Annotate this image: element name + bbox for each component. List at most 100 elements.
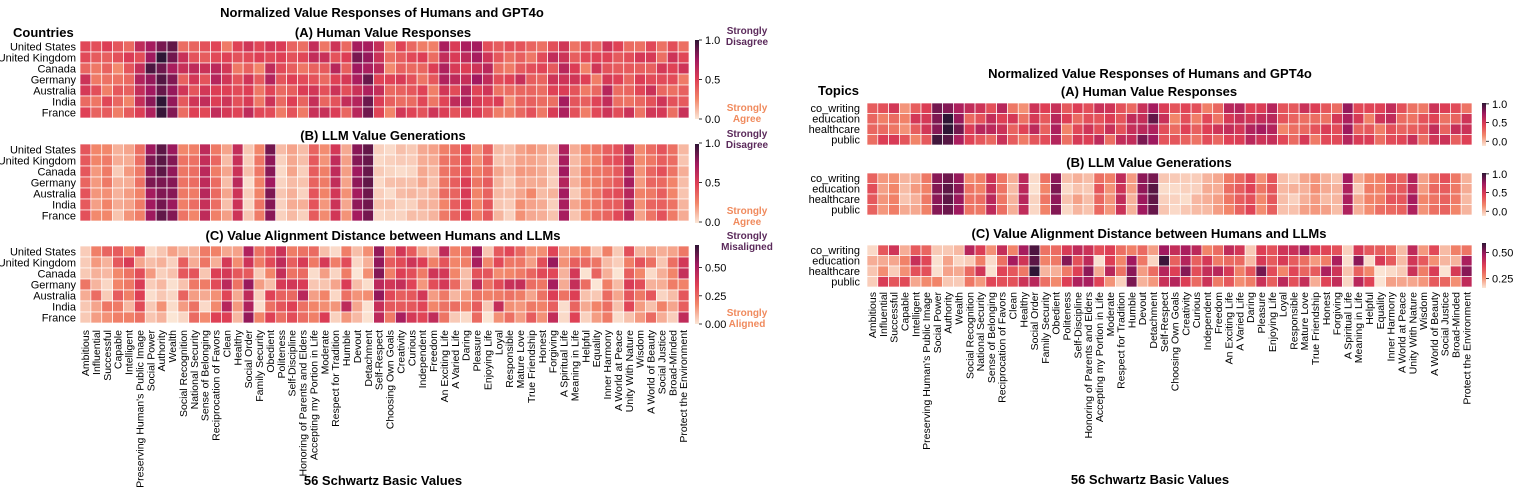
countries-human-cell — [416, 84, 429, 97]
countries-human-cell — [286, 106, 298, 119]
countries-llm-cell — [188, 198, 200, 211]
countries-llm-cell — [449, 209, 461, 222]
topics-llm-cell — [899, 204, 911, 216]
countries-distance-cell — [144, 245, 157, 258]
countries-distance-cell — [503, 256, 516, 269]
countries-llm-cell — [612, 143, 625, 156]
topics-llm-cell — [866, 183, 879, 195]
colorbar-human-countries — [695, 40, 699, 119]
topics-column-label: Family Security — [1040, 291, 1052, 364]
topics-column-label: Detachment — [1148, 292, 1160, 349]
countries-human-colorbar-bottom-label: Strongly Agree — [727, 103, 768, 125]
topics-column-label: Politeness — [1062, 292, 1074, 340]
topics-llm-cell — [920, 193, 933, 205]
topics-distance-cell — [1439, 244, 1451, 256]
countries-human-cell — [579, 40, 592, 53]
topics-distance-cell — [1439, 276, 1451, 288]
topics-distance-row-label: education — [812, 256, 860, 268]
countries-distance-cell — [623, 278, 635, 291]
topics-llm-cell — [1244, 193, 1257, 205]
countries-distance-cell — [177, 300, 190, 313]
countries-distance-cell — [155, 267, 168, 280]
topics-human-cell — [909, 123, 922, 135]
topics-column-label: Creativity — [1180, 291, 1192, 336]
countries-column-label: Social Order — [243, 330, 255, 389]
topics-distance-cell — [1277, 244, 1289, 256]
countries-distance-cell — [177, 278, 190, 291]
topics-llm-cell — [1190, 193, 1203, 205]
topics-human-cell — [963, 113, 976, 125]
topics-column-label: Mature Love — [1299, 292, 1311, 351]
countries-llm-cell — [525, 165, 538, 178]
countries-human-cell — [373, 51, 385, 64]
topics-llm-cell — [1298, 172, 1311, 184]
topics-human-cell — [1039, 134, 1052, 146]
countries-human-cell — [416, 51, 429, 64]
topics-human-cell — [1352, 113, 1365, 125]
countries-human-cell — [90, 62, 103, 75]
countries-distance-colorbar-top-label: Strongly Misaligned — [721, 231, 773, 253]
countries-llm-cell — [471, 187, 483, 200]
topics-llm-cell — [920, 172, 933, 184]
countries-distance-cell — [210, 256, 222, 269]
countries-distance-cell — [514, 267, 527, 280]
countries-human-cell — [210, 51, 222, 64]
topics-human-cell — [1082, 134, 1095, 146]
countries-distance-cell — [155, 278, 168, 291]
countries-distance-cell — [318, 245, 331, 258]
countries-distance-cell — [90, 245, 103, 258]
countries-distance-row-label: France — [42, 312, 76, 324]
topics-distance-cell — [1460, 265, 1473, 277]
topics-human-cell — [953, 102, 965, 114]
topics-llm-cell — [1460, 204, 1473, 216]
countries-distance-cell — [666, 289, 679, 302]
countries-distance-cell — [634, 256, 646, 269]
topics-distance-cell — [1104, 265, 1116, 277]
countries-human-cell — [101, 40, 113, 53]
countries-distance-cell — [264, 267, 277, 280]
countries-distance-cell — [427, 311, 440, 324]
countries-distance-cell — [427, 278, 440, 291]
countries-llm-cell — [134, 143, 146, 156]
countries-distance-cell — [558, 300, 570, 313]
countries-llm-cell — [449, 187, 461, 200]
topics-llm-cell — [1277, 172, 1289, 184]
topics-llm-cell — [1179, 183, 1192, 195]
topics-llm-cell — [1017, 193, 1030, 205]
topics-human-cell — [1255, 113, 1268, 125]
countries-human-cell — [210, 106, 222, 119]
topics-llm-cell — [1147, 193, 1160, 205]
topics-distance-cell — [866, 265, 879, 277]
countries-distance-cell — [558, 311, 570, 324]
countries-human-cell — [514, 95, 527, 108]
countries-distance-cell — [438, 256, 451, 269]
countries-human-cell — [612, 84, 625, 97]
countries-human-cell — [590, 40, 603, 53]
topics-llm-cell — [1223, 193, 1235, 205]
countries-distance-cell — [308, 289, 320, 302]
topics-distance-cell — [1417, 265, 1430, 277]
topics-human-cell — [1169, 123, 1181, 135]
topics-distance-cell — [888, 244, 900, 256]
countries-distance-cell — [547, 289, 559, 302]
countries-distance-cell — [144, 267, 157, 280]
countries-distance-cell — [351, 245, 364, 258]
countries-llm-cell — [329, 143, 342, 156]
heatmap-distance-topics — [866, 244, 1473, 288]
countries-distance-cell — [590, 267, 603, 280]
topics-distance-cell — [1125, 255, 1138, 267]
topics-llm-cell — [931, 183, 943, 195]
countries-llm-cell — [275, 198, 287, 211]
countries-human-cell — [416, 40, 429, 53]
topics-distance-cell — [1385, 255, 1397, 267]
topics-column-label: Self-Respect — [1159, 292, 1171, 352]
countries-human-cell — [308, 84, 320, 97]
countries-distance-cell — [416, 245, 429, 258]
countries-distance-cell — [558, 245, 570, 258]
topics-distance-cell — [963, 265, 976, 277]
countries-llm-cell — [492, 154, 505, 167]
topics-llm-cell — [1136, 172, 1149, 184]
countries-distance-cell — [503, 289, 516, 302]
topics-human-cell — [1439, 102, 1451, 114]
topics-human-cell — [1363, 113, 1376, 125]
